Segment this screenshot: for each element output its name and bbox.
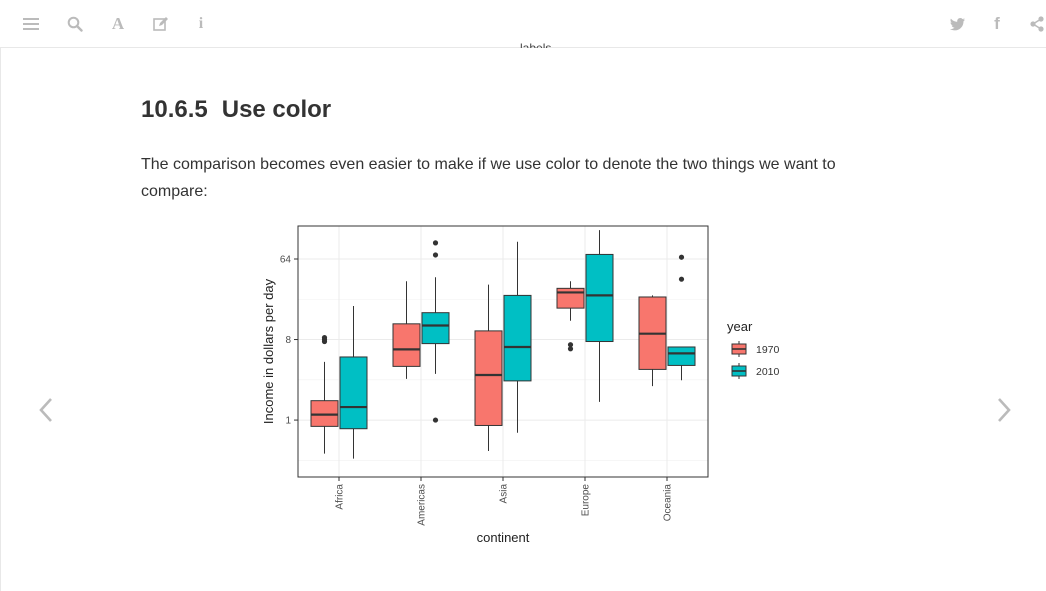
y-tick-label: 64 bbox=[280, 254, 292, 265]
legend-key-1970 bbox=[731, 341, 747, 357]
section-heading: 10.6.5 Use color bbox=[141, 96, 331, 124]
x-tick-label: Asia bbox=[499, 484, 510, 504]
box-iqr bbox=[585, 253, 614, 343]
chevron-right-icon bbox=[998, 398, 1011, 422]
outlier-point bbox=[432, 417, 439, 423]
section-title: Use color bbox=[221, 96, 332, 123]
box-iqr bbox=[310, 400, 339, 427]
box-asia-2010 bbox=[503, 241, 532, 433]
facebook-icon-glyph: f bbox=[994, 14, 1000, 33]
box-iqr bbox=[556, 287, 585, 309]
box-asia-1970 bbox=[474, 284, 503, 452]
cutoff-text: labels bbox=[520, 36, 570, 48]
twitter-icon[interactable] bbox=[947, 14, 967, 34]
chevron-left-icon bbox=[39, 398, 52, 422]
top-toolbar: A i f bbox=[0, 0, 1046, 48]
outlier-point bbox=[678, 276, 685, 282]
outlier-point bbox=[432, 240, 439, 246]
search-icon[interactable] bbox=[65, 14, 85, 34]
cutoff-text-label: labels bbox=[520, 41, 552, 48]
box-iqr bbox=[503, 294, 532, 382]
box-europe-1970 bbox=[556, 281, 585, 352]
font-icon[interactable]: A bbox=[108, 14, 128, 34]
outlier-point bbox=[678, 254, 685, 260]
x-tick-label: Americas bbox=[417, 484, 428, 526]
box-africa-1970 bbox=[310, 335, 339, 454]
legend-title: year bbox=[727, 319, 753, 334]
box-africa-2010 bbox=[339, 306, 368, 459]
box-iqr bbox=[392, 323, 421, 367]
box-americas-1970 bbox=[392, 281, 421, 379]
prev-page-button[interactable] bbox=[36, 396, 56, 424]
box-americas-2010 bbox=[421, 240, 450, 423]
edit-icon[interactable] bbox=[151, 14, 171, 34]
x-axis-title: continent bbox=[477, 530, 530, 545]
y-tick-label: 8 bbox=[285, 335, 291, 346]
outlier-point bbox=[432, 252, 439, 258]
boxplot-chart: 1 8 64 Africa Americas Asia Europe Oceania conti… bbox=[261, 225, 780, 545]
box-europe-2010 bbox=[585, 230, 614, 402]
x-tick-label: Oceania bbox=[663, 484, 674, 522]
box-oceania-2010 bbox=[667, 254, 696, 381]
outlier-point bbox=[567, 342, 574, 348]
x-tick-label: Africa bbox=[335, 484, 346, 510]
box-iqr bbox=[421, 312, 450, 345]
box-oceania-1970 bbox=[638, 295, 667, 387]
legend-key-2010 bbox=[731, 363, 747, 379]
boxplot-figure: 1 8 64 Africa Americas Asia Europe Oceania conti… bbox=[255, 215, 815, 555]
section-number: 10.6.5 bbox=[141, 96, 208, 123]
box-iqr bbox=[667, 346, 696, 366]
box-iqr bbox=[339, 356, 368, 430]
box-iqr bbox=[474, 330, 503, 426]
font-icon-glyph: A bbox=[111, 14, 125, 33]
y-axis-title: Income in dollars per day bbox=[261, 278, 276, 424]
share-icon[interactable] bbox=[1027, 14, 1046, 34]
next-page-button[interactable] bbox=[994, 396, 1014, 424]
info-icon-glyph: i bbox=[198, 15, 204, 32]
legend-label: 2010 bbox=[756, 366, 780, 378]
outlier-point bbox=[567, 346, 574, 352]
menu-icon[interactable] bbox=[21, 14, 41, 34]
body-paragraph: The comparison becomes even easier to ma… bbox=[141, 156, 836, 200]
y-tick-label: 1 bbox=[285, 416, 291, 427]
info-icon[interactable]: i bbox=[191, 14, 211, 34]
x-tick-label: Europe bbox=[581, 484, 592, 517]
facebook-icon[interactable]: f bbox=[987, 14, 1007, 34]
book-body-border bbox=[0, 48, 1, 591]
legend-label: 1970 bbox=[756, 344, 780, 356]
outlier-point bbox=[321, 335, 328, 341]
